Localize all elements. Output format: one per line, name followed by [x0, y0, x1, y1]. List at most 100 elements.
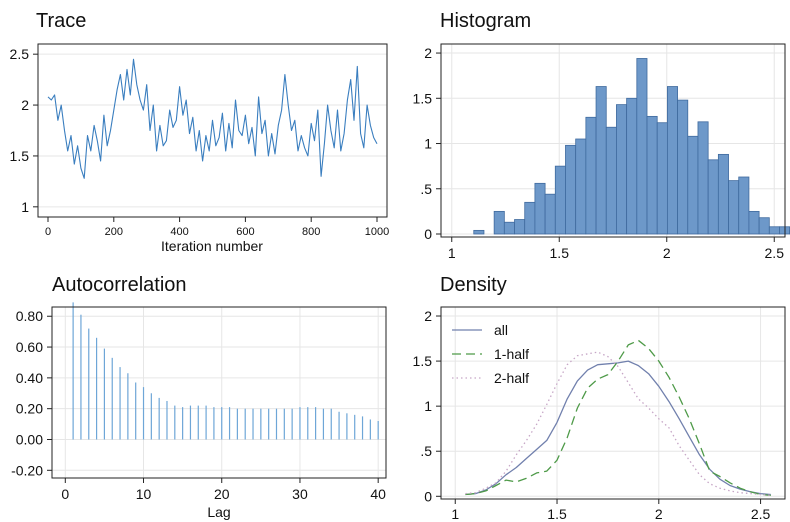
autocorrelation-xtick-label: 10 [136, 486, 152, 502]
density-legend-label: 1-half [494, 346, 529, 362]
density-panel: Density 0 .5 1 1.5 2 1 1.5 2 2.5 all 1-half 2-half [413, 274, 786, 522]
histogram-bar [534, 182, 546, 235]
histogram-bar [738, 176, 750, 235]
trace-xtick-label: 0 [45, 226, 51, 238]
histogram-bar [666, 86, 678, 235]
autocorrelation-frame [51, 306, 387, 479]
histogram-bar [544, 193, 556, 235]
histogram-bar [595, 86, 607, 235]
histogram-ytick-label: 0 [424, 226, 432, 242]
histogram-ytick-label: 2 [424, 45, 432, 61]
trace-ytick-label: 1.5 [10, 148, 30, 164]
histogram-panel: Histogram 0 .5 1 1.5 2 1 1.5 2 2.5 [413, 10, 790, 261]
trace-ytick-label: 2 [21, 97, 29, 113]
histogram-bar [554, 165, 566, 235]
density-marks [465, 339, 771, 497]
histogram-bar [728, 180, 740, 235]
histogram-ytick-label: 1.5 [413, 90, 433, 106]
histogram-frame [440, 43, 786, 238]
histogram-title: Histogram [440, 10, 531, 32]
trace-marks [47, 58, 378, 179]
density-legend-label: 2-half [494, 370, 529, 386]
histogram-bar [646, 115, 658, 235]
autocorrelation-panel: Autocorrelation -0.20 0.00 0.20 0.40 0.60 0.8… [11, 274, 387, 520]
trace-xtick-label: 600 [236, 226, 254, 238]
histogram-bar [493, 210, 505, 235]
histogram-ytick-label: 1 [424, 136, 432, 152]
histogram-bar [565, 144, 577, 235]
trace-xtick-label: 800 [302, 226, 320, 238]
autocorrelation-ytick-label: 0.60 [16, 339, 43, 355]
trace-frame [37, 43, 388, 218]
autocorrelation-xtick-label: 30 [292, 486, 308, 502]
histogram-xtick-label: 1.5 [550, 245, 570, 261]
histogram-bar [748, 210, 760, 235]
density-xtick-label: 1 [451, 506, 459, 522]
density-series-all-line [465, 360, 771, 496]
histogram-bar [697, 121, 709, 235]
density-ticks: 0 .5 1 1.5 2 1 1.5 2 2.5 [413, 308, 771, 522]
trace-xtick-label: 1000 [365, 226, 389, 238]
trace-ytick-label: 1 [21, 199, 29, 215]
autocorrelation-xtick-label: 40 [370, 486, 386, 502]
histogram-bar [605, 126, 617, 235]
density-frame [440, 306, 786, 500]
density-title: Density [440, 274, 507, 296]
autocorrelation-ticks: -0.20 0.00 0.20 0.40 0.60 0.80 0 10 20 30 40 [11, 308, 386, 502]
histogram-ytick-label: .5 [420, 181, 432, 197]
autocorrelation-ytick-label: 0.00 [16, 431, 43, 447]
histogram-xtick-label: 1 [448, 245, 456, 261]
density-ytick-label: 1 [424, 398, 432, 414]
histogram-bar [575, 138, 587, 235]
trace-xlabel: Iteration number [161, 238, 263, 254]
autocorrelation-title: Autocorrelation [52, 274, 187, 296]
trace-panel: Trace 1 1.5 2 2.5 0 200 400 600 800 1000 Iteratio… [10, 10, 390, 254]
histogram-ticks: 0 .5 1 1.5 2 1 1.5 2 2.5 [413, 45, 785, 261]
density-series-2-half-line [465, 351, 771, 497]
histogram-bar [707, 159, 719, 235]
histogram-bar [656, 122, 668, 235]
density-xtick-label: 2 [655, 506, 663, 522]
histogram-bar [677, 99, 689, 235]
density-legend-label: all [494, 322, 508, 338]
density-xtick-label: 2.5 [751, 506, 771, 522]
autocorrelation-grid [52, 307, 386, 478]
autocorrelation-ytick-label: 0.80 [16, 308, 43, 324]
histogram-bar [687, 135, 699, 235]
histogram-bar [758, 217, 770, 235]
trace-xtick-label: 400 [170, 226, 188, 238]
trace-xtick-label: 200 [105, 226, 123, 238]
histogram-bar [503, 221, 515, 235]
histogram-xtick-label: 2 [663, 245, 671, 261]
trace-title: Trace [36, 10, 86, 32]
density-ytick-label: 1.5 [413, 353, 433, 369]
autocorrelation-marks [72, 302, 379, 440]
autocorrelation-ytick-label: 0.40 [16, 370, 43, 386]
trace-ytick-label: 2.5 [10, 46, 30, 62]
histogram-bar [514, 219, 526, 235]
autocorrelation-xtick-label: 20 [214, 486, 230, 502]
autocorrelation-xtick-label: 0 [61, 486, 69, 502]
trace-grid [38, 53, 387, 208]
autocorrelation-ytick-label: 0.20 [16, 401, 43, 417]
trace-series-line [47, 58, 378, 179]
histogram-bar [626, 97, 638, 235]
histogram-bar [768, 226, 780, 235]
histogram-xtick-label: 2.5 [765, 245, 785, 261]
density-ytick-label: 0 [424, 488, 432, 504]
histogram-marks [473, 58, 790, 235]
autocorrelation-xlabel: Lag [207, 504, 230, 520]
density-series-1-half-line [465, 339, 771, 497]
histogram-bar [473, 229, 485, 235]
histogram-bar [616, 104, 628, 235]
density-ytick-label: 2 [424, 308, 432, 324]
histogram-bar [524, 201, 536, 235]
density-xtick-label: 1.5 [547, 506, 567, 522]
density-legend: all 1-half 2-half [452, 322, 529, 386]
autocorrelation-ytick-label: -0.20 [11, 462, 43, 478]
histogram-bar [717, 153, 729, 235]
histogram-bar [636, 58, 648, 235]
histogram-bar [585, 116, 597, 235]
